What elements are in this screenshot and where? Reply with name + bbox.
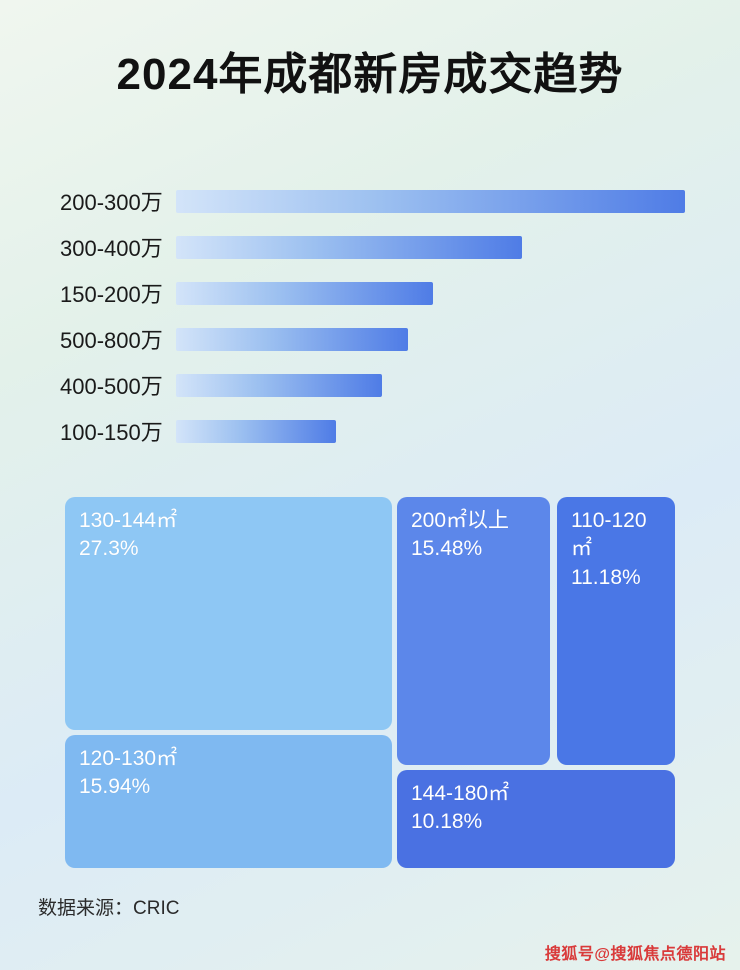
bar-category-label: 150-200万 xyxy=(60,282,163,307)
treemap-block-144-180: 144-180㎡ 10.18% xyxy=(397,770,675,868)
data-source-note: 数据来源：CRIC xyxy=(38,898,180,919)
treemap-block-label: 120-130㎡ xyxy=(79,747,178,770)
bar xyxy=(176,189,685,213)
treemap-block-label: 200㎡以上 xyxy=(411,509,510,532)
area-share-treemap: 130-144㎡ 27.3% 200㎡以上 15.48% 110-120㎡ 11… xyxy=(65,497,675,868)
bar-category-label: 500-800万 xyxy=(60,328,163,353)
bar-category-label: 400-500万 xyxy=(60,374,163,399)
bar-category-label: 300-400万 xyxy=(60,236,163,261)
bar-category-label: 100-150万 xyxy=(60,420,163,445)
bar-row: 500-800万 xyxy=(60,316,685,362)
treemap-block-130-144: 130-144㎡ 27.3% xyxy=(65,497,392,730)
treemap-block-value: 27.3% xyxy=(79,537,139,561)
bar-track xyxy=(176,281,685,305)
price-range-bar-chart: 200-300万 300-400万 150-200万 500-800万 400-500万… xyxy=(60,178,685,454)
treemap-block-value: 15.48% xyxy=(411,537,483,561)
bar-row: 100-150万 xyxy=(60,408,685,454)
bar xyxy=(176,327,408,351)
treemap-block-200-plus: 200㎡以上 15.48% xyxy=(397,497,550,765)
bar-row: 150-200万 xyxy=(60,270,685,316)
treemap-block-110-120: 110-120㎡ 11.18% xyxy=(557,497,675,765)
treemap-block-value: 15.94% xyxy=(79,775,151,799)
bar xyxy=(176,419,337,443)
bar-track xyxy=(176,235,685,259)
bar-row: 400-500万 xyxy=(60,362,685,408)
treemap-block-label: 110-120㎡ xyxy=(571,509,647,561)
bar-track xyxy=(176,373,685,397)
bar-row: 200-300万 xyxy=(60,178,685,224)
treemap-block-label: 130-144㎡ xyxy=(79,509,178,532)
treemap-block-value: 10.18% xyxy=(411,810,483,834)
bar-track xyxy=(176,419,685,443)
page-title: 2024年成都新房成交趋势 xyxy=(116,50,624,99)
bar xyxy=(176,373,383,397)
bar-category-label: 200-300万 xyxy=(60,190,163,215)
bar-track xyxy=(176,327,685,351)
watermark-text: 搜狐号@搜狐焦点德阳站 xyxy=(544,946,726,963)
bar-row: 300-400万 xyxy=(60,224,685,270)
treemap-block-value: 11.18% xyxy=(571,565,641,589)
bar xyxy=(176,281,434,305)
treemap-block-120-130: 120-130㎡ 15.94% xyxy=(65,735,392,868)
bar xyxy=(176,235,523,259)
bar-track xyxy=(176,189,685,213)
treemap-block-label: 144-180㎡ xyxy=(411,782,510,805)
